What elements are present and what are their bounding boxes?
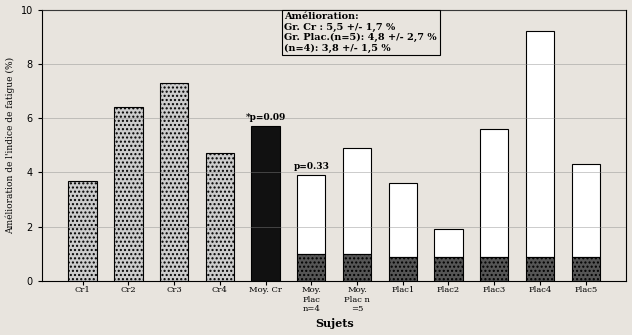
Bar — [389, 183, 417, 257]
Bar — [343, 254, 371, 281]
Bar — [160, 83, 188, 281]
Bar — [114, 107, 143, 281]
Bar — [434, 257, 463, 281]
Bar — [297, 175, 325, 254]
Bar — [571, 164, 600, 257]
Text: p=0.33: p=0.33 — [293, 162, 329, 171]
Text: *p=0.09: *p=0.09 — [245, 113, 286, 122]
X-axis label: Sujets: Sujets — [315, 319, 353, 329]
Bar — [343, 148, 371, 254]
Bar — [297, 254, 325, 281]
Bar — [389, 257, 417, 281]
Bar — [68, 181, 97, 281]
Bar — [526, 257, 554, 281]
Bar — [205, 153, 234, 281]
Text: Amélioration:
Gr. Cr : 5,5 +/- 1,7 %
Gr. Plac.(n=5): 4,8 +/- 2,7 %
(n=4): 3,8 +/: Amélioration: Gr. Cr : 5,5 +/- 1,7 % Gr.… — [284, 12, 437, 53]
Bar — [480, 129, 508, 257]
Bar — [252, 126, 280, 281]
Y-axis label: Amélioration de l'indice de fatigue (%): Amélioration de l'indice de fatigue (%) — [6, 57, 15, 234]
Bar — [571, 257, 600, 281]
Bar — [434, 229, 463, 257]
Bar — [526, 31, 554, 257]
Bar — [480, 257, 508, 281]
